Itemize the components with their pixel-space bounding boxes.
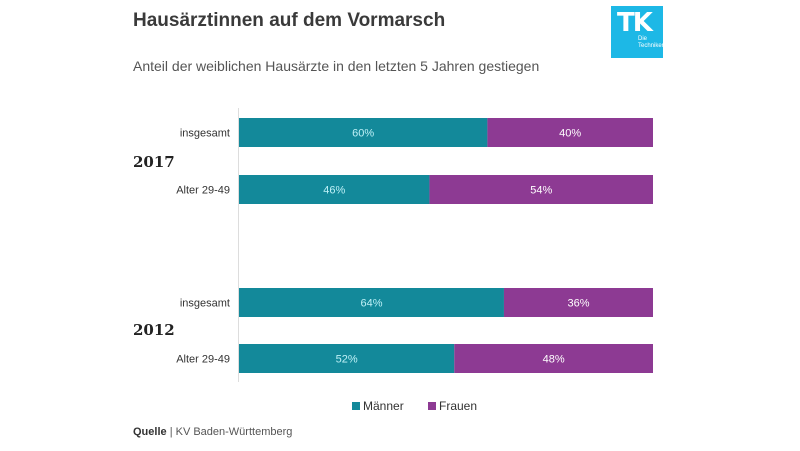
legend-label: Männer	[363, 399, 404, 413]
data-label: 64%	[360, 298, 382, 310]
data-label: 52%	[336, 354, 358, 366]
source-label: Quelle	[133, 426, 167, 438]
legend-swatch	[352, 402, 360, 410]
data-label: 48%	[543, 354, 565, 366]
group-label: 2017	[133, 153, 175, 171]
data-label: 60%	[352, 128, 374, 140]
group-label: 2012	[133, 321, 175, 339]
category-label: Alter 29-49	[176, 354, 230, 366]
category-label: insgesamt	[180, 128, 230, 140]
logo-subtext: Die Techniker	[638, 36, 664, 49]
bar-segment	[503, 288, 653, 317]
data-label: 46%	[323, 185, 345, 197]
logo-text: TK	[617, 8, 653, 38]
tk-logo: TK Die Techniker	[611, 6, 664, 58]
data-label: 36%	[567, 298, 589, 310]
data-label: 54%	[530, 185, 552, 197]
bar-segment	[239, 118, 488, 147]
category-label: Alter 29-49	[176, 185, 230, 197]
legend-swatch	[428, 402, 436, 410]
bar-segment	[454, 344, 653, 373]
bar-segment	[239, 288, 504, 317]
data-label: 40%	[559, 128, 581, 140]
bar-segment	[239, 175, 430, 204]
bar-segment	[429, 175, 653, 204]
chart-title: Hausärztinnen auf dem Vormarsch	[133, 10, 446, 31]
source-note: Quelle | KV Baden-Württemberg	[133, 426, 292, 438]
source-text: | KV Baden-Württemberg	[169, 426, 293, 438]
bar-segment	[239, 344, 455, 373]
bar-segment	[487, 118, 653, 147]
category-label: insgesamt	[180, 298, 230, 310]
chart-subtitle: Anteil der weiblichen Hausärzte in den l…	[133, 58, 540, 74]
legend-label: Frauen	[439, 399, 477, 413]
